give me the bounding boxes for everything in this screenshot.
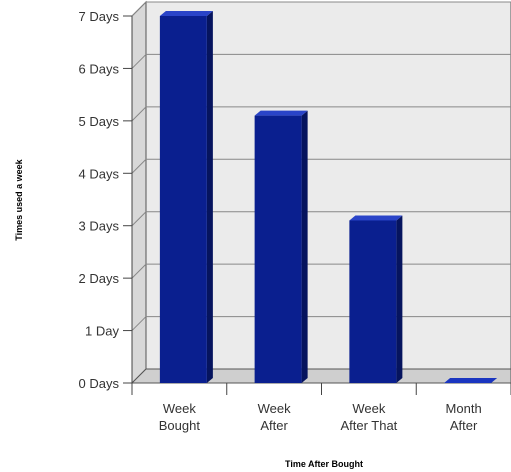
gridline-side: [131, 106, 147, 122]
x-tick-label: Month After: [446, 401, 482, 433]
x-tick-label: Week After That: [340, 401, 397, 433]
y-tick-label: 4 Days: [79, 166, 120, 181]
plot-side-wall: [131, 0, 147, 385]
bar-front-face: [159, 16, 207, 383]
bar: [349, 215, 403, 383]
x-axis-title: Time After Bought: [285, 459, 363, 469]
gridline-side: [131, 158, 147, 174]
bar-top-face: [254, 110, 308, 116]
y-tick-label: 0 Days: [79, 376, 120, 391]
bar-top-face: [159, 11, 213, 16]
y-tick-label: 6 Days: [79, 61, 120, 76]
bars: [159, 11, 498, 383]
bar-top-face: [349, 215, 403, 221]
bar-top-face: [444, 378, 498, 383]
x-tick-label: Week After: [258, 401, 291, 433]
bar-side-face: [301, 110, 308, 383]
bar-side-face: [206, 11, 213, 383]
y-tick-label: 3 Days: [79, 219, 120, 234]
y-tick-label: 7 Days: [79, 9, 120, 24]
y-tick-label: 1 Day: [85, 324, 119, 339]
bar: [444, 378, 498, 383]
y-axis-title: Times used a week: [14, 158, 24, 240]
x-tick-label: Week Bought: [159, 401, 201, 433]
y-tick-label: 2 Days: [79, 271, 120, 286]
gridline-side: [131, 1, 147, 17]
axis-ticks: 0 Days 1 Day 2 Days 3 Days 4 Days 5 Days 6 Day…: [79, 9, 511, 433]
gridline-side: [131, 211, 147, 227]
bar: [159, 11, 213, 383]
bar-front-face: [349, 220, 397, 383]
gridline-side: [131, 316, 147, 331]
y-tick-label: 5 Days: [79, 114, 120, 129]
gridline-side: [131, 263, 147, 279]
bar-front-face: [254, 115, 302, 383]
bar-side-face: [396, 215, 403, 383]
gridline-side: [131, 54, 147, 69]
bar: [254, 110, 308, 383]
